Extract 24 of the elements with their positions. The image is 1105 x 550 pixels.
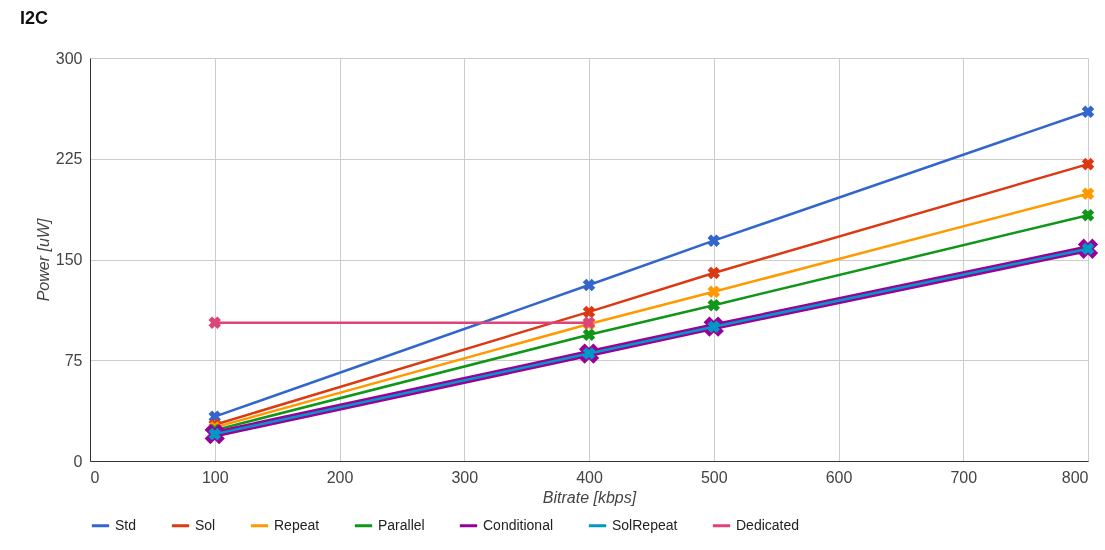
x-tick-label: 300 bbox=[451, 468, 479, 486]
legend-label: Sol bbox=[195, 516, 216, 533]
legend-label: SolRepeat bbox=[612, 516, 678, 533]
x-tick-label: 100 bbox=[201, 468, 229, 486]
x-tick-label: 500 bbox=[700, 468, 728, 486]
x-tick-label: 600 bbox=[825, 468, 853, 486]
x-tick-label: 700 bbox=[950, 468, 978, 486]
y-tick-label: 150 bbox=[55, 251, 83, 268]
legend-label: Conditional bbox=[483, 516, 554, 533]
x-tick-label: 0 bbox=[90, 468, 100, 486]
x-tick-label: 400 bbox=[576, 468, 603, 486]
y-tick-label: 0 bbox=[73, 452, 83, 470]
y-tick-label: 75 bbox=[64, 351, 83, 369]
chart-title: I2C bbox=[20, 8, 49, 28]
y-axis-title: Power [uW] bbox=[34, 218, 52, 302]
x-tick-label: 200 bbox=[326, 468, 354, 486]
x-tick-label: 800 bbox=[1061, 468, 1089, 486]
x-axis-title: Bitrate [kbps] bbox=[542, 488, 637, 506]
y-tick-label: 225 bbox=[55, 150, 83, 168]
y-tick-label: 300 bbox=[55, 49, 83, 67]
legend-label: Std bbox=[115, 516, 137, 533]
legend-label: Dedicated bbox=[736, 516, 800, 533]
legend-label: Parallel bbox=[378, 516, 425, 533]
legend-label: Repeat bbox=[274, 516, 320, 533]
